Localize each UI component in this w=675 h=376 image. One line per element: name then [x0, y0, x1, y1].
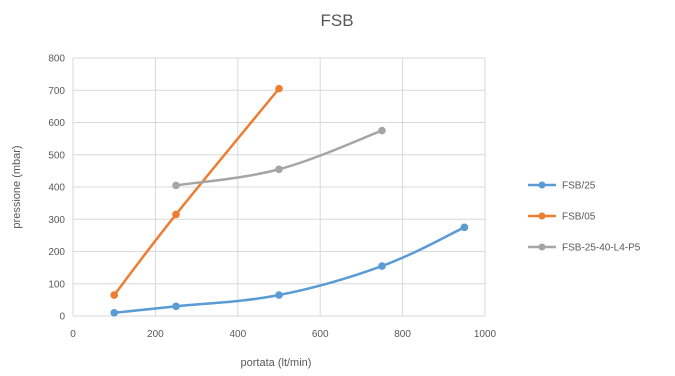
data-point: [172, 302, 180, 311]
y-tick-label: 300: [48, 215, 65, 226]
data-point: [172, 210, 180, 219]
legend-label: FSB/25: [562, 181, 596, 192]
legend-marker: [538, 243, 546, 251]
legend-label: FSB-25-40-L4-P5: [562, 243, 641, 254]
y-tick-label: 100: [48, 279, 65, 290]
y-tick-label: 400: [48, 183, 65, 194]
series-2: [172, 126, 386, 190]
series-line: [113, 87, 280, 296]
y-tick-label: 800: [48, 54, 65, 65]
series: [110, 84, 469, 317]
x-tick-label: 400: [229, 329, 246, 340]
data-point: [110, 308, 118, 317]
data-point: [275, 291, 283, 299]
x-tick-label: 800: [394, 329, 411, 340]
x-tick-label: 200: [147, 329, 164, 340]
x-tick-label: 1000: [474, 329, 497, 340]
tick-labels: 0 100 200 300 400 500 600 700 800 0 200 400 600 800 10…: [48, 54, 496, 341]
series-0: [110, 223, 469, 317]
legend-marker: [538, 212, 546, 220]
y-tick-label: 500: [48, 150, 65, 161]
legend: FSB/25 FSB/05 FSB-25-40-L4-P5: [528, 181, 641, 254]
x-tick-label: 600: [312, 329, 329, 340]
gridlines: [72, 57, 486, 317]
data-point: [378, 262, 386, 270]
data-point: [275, 165, 283, 174]
series-1: [110, 84, 283, 299]
y-axis-label: pressione (mbar): [11, 145, 23, 228]
legend-item: FSB-25-40-L4-P5: [528, 243, 641, 254]
y-tick-label: 600: [48, 118, 65, 129]
y-tick-label: 700: [48, 86, 65, 97]
data-point: [378, 126, 386, 135]
y-tick-label: 0: [59, 312, 65, 323]
data-point: [460, 223, 469, 232]
legend-item: FSB/25: [528, 181, 596, 192]
y-tick-label: 200: [48, 247, 65, 258]
data-point: [110, 291, 118, 299]
data-point: [172, 181, 180, 190]
legend-marker: [538, 181, 546, 189]
data-point: [275, 84, 283, 93]
x-tick-label: 0: [70, 329, 76, 340]
legend-item: FSB/05: [528, 212, 596, 223]
series-line: [114, 226, 465, 315]
x-axis-label: portata (lt/min): [241, 357, 312, 369]
chart-title: FSB: [320, 11, 353, 30]
legend-label: FSB/05: [562, 212, 596, 223]
